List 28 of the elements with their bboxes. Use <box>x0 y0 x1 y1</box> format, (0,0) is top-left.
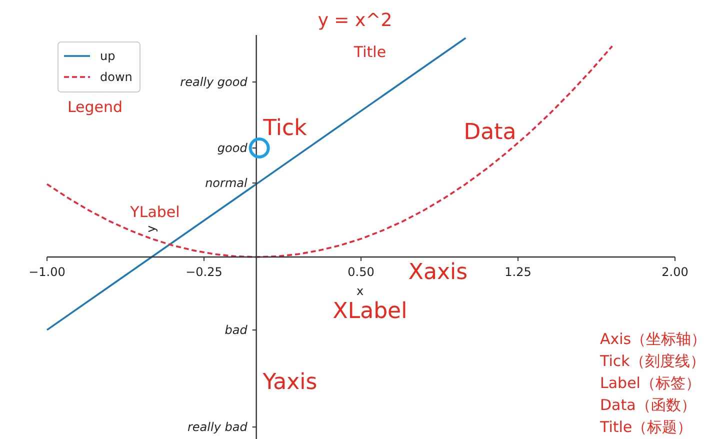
annotation: XLabel <box>332 299 408 324</box>
y-axis-title: y <box>144 225 158 233</box>
annotation: normal <box>205 176 248 190</box>
annotation: YLabel <box>129 203 180 221</box>
annotation: bad <box>224 323 248 337</box>
x-tick-label: 1.25 <box>504 265 532 279</box>
annotation: Legend <box>67 98 123 116</box>
annotation: Xaxis <box>408 260 468 285</box>
x-tick-label: 0.50 <box>348 265 374 279</box>
legend-label: down <box>100 70 132 84</box>
legend-label: up <box>100 49 116 63</box>
x-tick-label: −0.25 <box>186 265 222 279</box>
annotation: good <box>217 141 248 155</box>
text: Data（函数） <box>600 396 696 414</box>
annotation: Tick <box>262 116 308 141</box>
x-axis-title: x <box>356 284 364 298</box>
x-tick-label: 2.00 <box>662 265 688 279</box>
annotation: Title <box>352 43 386 61</box>
text: Axis（坐标轴） <box>600 330 706 348</box>
text: Yaxis <box>262 370 318 395</box>
text: Title（标题） <box>599 418 692 436</box>
x-tick-label: −1.00 <box>28 265 66 279</box>
annotation: really good <box>180 75 248 89</box>
text: really bad <box>187 420 248 434</box>
text: Label（标签） <box>600 374 700 392</box>
annotation: Data <box>464 120 516 145</box>
text: Tick（刻度线） <box>599 352 705 370</box>
chart-title: y = x^2 <box>318 10 392 31</box>
